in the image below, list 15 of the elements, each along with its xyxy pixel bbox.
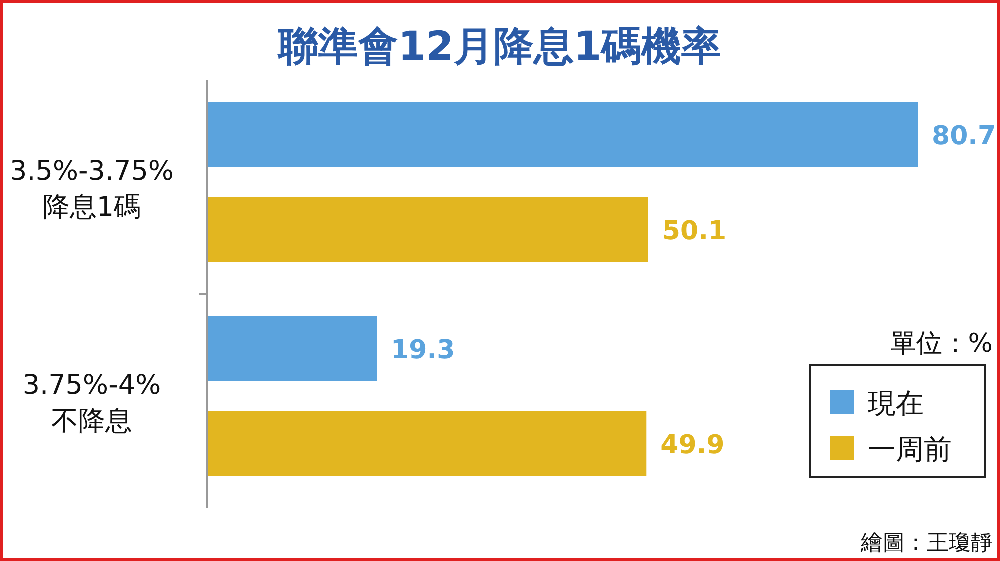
- chart-title: 聯準會12月降息1碼機率: [277, 24, 722, 70]
- legend-label: 現在: [868, 387, 924, 420]
- bar: [207, 197, 648, 262]
- data-label: 49.9: [660, 430, 725, 460]
- data-label: 80.7: [932, 122, 996, 152]
- annotation: 單位：%: [890, 329, 993, 359]
- y-tick-label: 3.75%-4% 不降息: [22, 370, 162, 437]
- y-tick-label: 3.5%-3.75% 降息1碼: [10, 156, 174, 223]
- legend-label: 一周前: [868, 433, 952, 466]
- text: 繪圖：王瓊靜: [860, 531, 993, 556]
- data-label: 19.3: [391, 336, 456, 366]
- data-label: 50.1: [662, 216, 727, 246]
- bar: [207, 316, 378, 381]
- bar: [207, 411, 647, 476]
- bar: [207, 102, 918, 167]
